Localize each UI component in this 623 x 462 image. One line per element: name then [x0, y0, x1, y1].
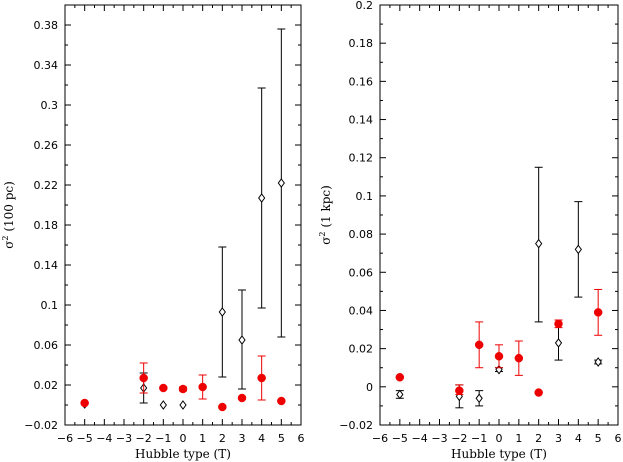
left-diamond-point: [258, 193, 266, 203]
right-x-tick-label: 0: [496, 432, 503, 445]
right-circle-point: [455, 386, 464, 395]
right-panel: −6 −5 −4 −3 −2 −1 0 1 2 3 4 5 6 −0.0200.020.040.060.…: [318, 0, 622, 461]
left-x-tick-label: −1: [155, 432, 171, 445]
left-y-tick-label: 0.18: [34, 219, 59, 232]
left-y-tick-label: 0.26: [34, 139, 59, 152]
right-y-tick-label: 0.12: [349, 152, 374, 165]
left-x-tick-label: −6: [57, 432, 73, 445]
left-y-tick-label: −0.02: [24, 419, 58, 432]
left-diamond-point: [238, 335, 246, 345]
left-plot-frame: [64, 4, 302, 426]
right-x-tick-label: 4: [575, 432, 582, 445]
right-x-tick-label: 6: [615, 432, 622, 445]
left-diamond-point: [179, 400, 187, 410]
left-y-tick-label: 0.22: [34, 179, 59, 192]
left-x-tick-label: −3: [116, 432, 132, 445]
right-circle-point: [494, 352, 504, 361]
right-x-tick-label: −4: [412, 432, 428, 445]
left-x-tick-label: 4: [258, 432, 265, 445]
right-data-marks: [395, 166, 603, 409]
right-x-axis: −6 −5 −4 −3 −2 −1 0 1 2 3 4 5 6: [372, 5, 622, 445]
left-panel: −6 −5 −4 −3 −2 −1 0 1 2 3 4 5 6 −0.02 0.02 0.06 0.1 0.14…: [1, 4, 305, 461]
right-x-tick-label: 2: [535, 432, 542, 445]
right-circle-point: [593, 308, 603, 317]
right-x-tick-label: −6: [372, 432, 388, 445]
left-y-tick-label: 0.3: [41, 99, 59, 112]
left-y-tick-label: 0.38: [34, 19, 59, 32]
right-y-tick-label: −0.02: [339, 419, 373, 432]
right-x-tick-label: 1: [515, 432, 522, 445]
left-y-tick-label: 0.34: [34, 59, 59, 72]
right-x-axis-label: Hubble type (T): [451, 447, 547, 461]
left-y-axis: −0.02 0.02 0.06 0.1 0.14 0.18 0.22 0.26 0.3 0.34 0…: [24, 4, 301, 432]
right-diamond-point: [554, 338, 563, 348]
right-diamond-point: [535, 238, 543, 249]
right-x-tick-label: −2: [451, 432, 467, 445]
left-circle-point: [237, 393, 247, 403]
right-x-tick-label: 5: [595, 432, 602, 445]
left-y-axis-label: σ2 (100 pc): [1, 181, 16, 249]
left-diamond-point: [277, 178, 285, 188]
left-x-tick-label: 5: [278, 432, 285, 445]
right-diamond-point: [495, 364, 503, 375]
left-x-tick-label: 3: [239, 432, 246, 445]
left-x-axis-label: Hubble type (T): [135, 447, 231, 461]
left-circle-point: [80, 398, 89, 408]
right-diamond-point: [574, 244, 582, 255]
right-y-tick-label: 0.18: [349, 37, 374, 50]
left-data-marks: [80, 28, 286, 412]
right-y-tick-label: 0.14: [349, 114, 374, 127]
left-x-tick-label: 2: [219, 432, 226, 445]
right-y-tick-label: 0.1: [356, 190, 374, 203]
right-diamond-point: [594, 357, 602, 367]
left-circle-point: [139, 373, 148, 383]
left-diamond-point: [159, 400, 167, 410]
right-x-tick-label: −1: [471, 432, 487, 445]
left-circle-point: [277, 396, 286, 406]
right-y-tick-label: 0.06: [349, 266, 374, 279]
left-y-tick-label: 0.02: [34, 379, 59, 392]
right-diamond-point: [396, 389, 404, 400]
left-x-tick-label: 1: [199, 432, 206, 445]
left-circle-point: [257, 373, 266, 383]
right-y-tick-label: 0.16: [349, 75, 374, 88]
right-x-tick-label: −5: [392, 432, 408, 445]
left-x-tick-label: 0: [180, 432, 187, 445]
left-x-tick-label: −2: [136, 432, 152, 445]
right-circle-point: [395, 373, 405, 382]
right-diamond-point: [475, 393, 483, 404]
right-y-tick-label: 0.04: [349, 304, 374, 317]
right-y-axis-label: σ2 (1 kpc): [318, 185, 333, 245]
right-y-axis: −0.02 0 0.02 0.04 0.06 0.08 0.1 0.12 0.14 0.16 0.1…: [339, 0, 618, 432]
left-y-tick-label: 0.1: [41, 299, 59, 312]
right-circle-point: [534, 388, 543, 397]
left-diamond-point: [218, 307, 226, 317]
right-x-tick-label: 3: [555, 432, 562, 445]
left-circle-point: [198, 382, 207, 392]
left-circle-point: [218, 402, 227, 412]
right-x-tick-label: −3: [431, 432, 447, 445]
left-y-tick-label: 0.06: [34, 339, 59, 352]
left-x-tick-label: −5: [77, 432, 93, 445]
left-circle-point: [178, 384, 188, 394]
left-circle-point: [159, 383, 168, 393]
left-x-axis: −6 −5 −4 −3 −2 −1 0 1 2 3 4 5 6: [57, 5, 305, 445]
left-x-tick-label: −4: [96, 432, 112, 445]
right-y-tick-label: 0.08: [349, 228, 374, 241]
right-circle-point: [554, 319, 563, 329]
right-circle-point: [474, 340, 484, 350]
left-x-tick-label: 6: [298, 432, 305, 445]
right-y-tick-label: 0: [366, 381, 373, 394]
right-y-tick-label: 0.2: [356, 0, 374, 12]
right-circle-point: [514, 353, 524, 363]
right-y-tick-label: 0.02: [349, 343, 374, 356]
left-y-tick-label: 0.14: [34, 259, 59, 272]
